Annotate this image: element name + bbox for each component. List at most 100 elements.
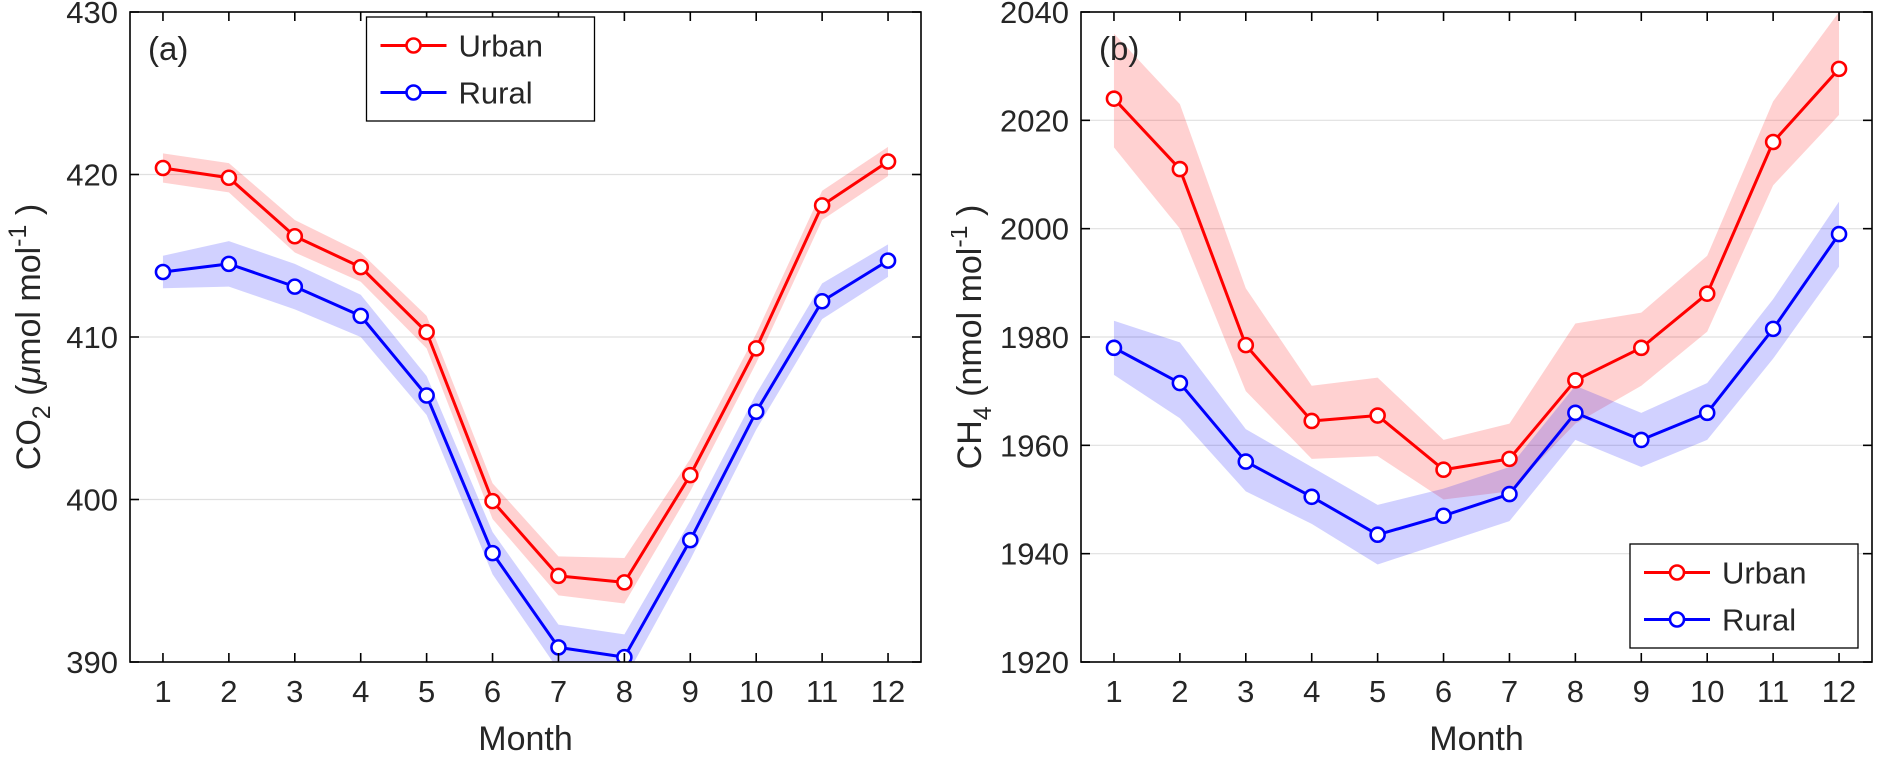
data-marker (879, 252, 897, 269)
legend-marker (1668, 611, 1686, 628)
data-marker (154, 263, 172, 281)
x-tick-label: 4 (1303, 674, 1320, 709)
y-tick-label: 1920 (1000, 645, 1069, 680)
x-tick-label: 12 (871, 674, 905, 709)
data-marker (1171, 374, 1189, 392)
data-marker (484, 544, 501, 562)
y-tick-label: 420 (66, 158, 118, 193)
data-line (1112, 67, 1841, 472)
data-line (1112, 232, 1841, 537)
data-marker (220, 169, 238, 187)
panel-a: 390 400 410 420 430 1 2 3 4 5 6 7 8 9 10 11 12 Month CO2 (… (4, 0, 922, 758)
confidence-band (1113, 12, 1840, 500)
legend: Urban Rural (1629, 543, 1859, 649)
data-marker (1501, 450, 1518, 468)
data-marker (1237, 453, 1255, 470)
data-marker (1567, 404, 1584, 422)
data-marker (1764, 320, 1782, 338)
y-tick-label: 2040 (1000, 0, 1069, 30)
data-marker (484, 492, 501, 510)
x-tick-label: 6 (484, 674, 501, 709)
confidence-band (162, 241, 889, 662)
legend-entry-label: Rural (1722, 603, 1796, 638)
data-marker (1303, 488, 1321, 506)
data-marker (418, 323, 435, 341)
data-marker (616, 574, 633, 591)
data-marker (1369, 407, 1386, 424)
data-marker (813, 197, 831, 214)
legend-box (365, 16, 596, 122)
data-marker (1501, 485, 1518, 503)
x-tick-label: 10 (1690, 674, 1724, 709)
data-marker (681, 466, 699, 484)
data-marker (1632, 339, 1650, 357)
data-marker (1435, 461, 1452, 479)
y-axis-label: CH4 (nmol mol-1 ) (951, 205, 997, 470)
legend-entry-label: Urban (1722, 556, 1806, 591)
y-tick-label: 1960 (1000, 428, 1069, 463)
data-marker (1105, 339, 1123, 357)
x-tick-label: 4 (352, 674, 369, 709)
data-marker (747, 340, 765, 357)
data-marker (1830, 60, 1848, 78)
data-marker (1567, 372, 1584, 389)
data-line (161, 259, 890, 659)
x-tick-label: 8 (616, 674, 633, 709)
x-tick-label: 1 (1105, 674, 1122, 709)
data-marker (1237, 336, 1255, 354)
x-tick-label: 2 (1171, 674, 1188, 709)
y-tick-label: 390 (66, 645, 118, 680)
x-tick-label: 11 (806, 674, 838, 709)
legend-box (1629, 543, 1859, 649)
x-tick-label: 1 (154, 674, 171, 709)
y-tick-label: 400 (66, 483, 118, 518)
data-marker (1303, 412, 1321, 430)
data-marker (1698, 404, 1716, 422)
legend-entry-label: Urban (459, 29, 543, 64)
data-marker (1435, 507, 1452, 525)
x-tick-label: 6 (1435, 674, 1452, 709)
x-tick-label: 9 (1633, 674, 1650, 709)
x-tick-label: 8 (1567, 674, 1584, 709)
data-marker (681, 531, 699, 549)
data-marker (813, 292, 831, 310)
legend: Urban Rural (365, 16, 596, 122)
y-tick-label: 2000 (1000, 212, 1069, 247)
legend-entry-label: Rural (459, 76, 533, 111)
legend-marker (405, 37, 422, 54)
data-line (161, 160, 890, 584)
y-tick-label: 410 (66, 320, 118, 355)
x-tick-label: 10 (739, 674, 773, 709)
y-tick-label: 1940 (1000, 537, 1069, 572)
data-marker (154, 159, 172, 177)
x-tick-label: 9 (682, 674, 699, 709)
x-axis-label: Month (1429, 720, 1524, 758)
data-marker (550, 567, 567, 585)
x-tick-label: 3 (1237, 674, 1254, 709)
x-tick-label: 5 (418, 674, 435, 709)
x-tick-label: 12 (1822, 674, 1856, 709)
y-axis-label: CO2 (μmol mol-1 ) (4, 204, 56, 470)
data-marker (352, 307, 370, 325)
panel-label: (a) (148, 30, 188, 67)
data-marker (1105, 90, 1123, 107)
data-marker (418, 387, 435, 404)
data-marker (1764, 133, 1782, 151)
x-tick-label: 3 (286, 674, 303, 709)
x-axis-label: Month (478, 720, 573, 758)
data-marker (352, 258, 370, 276)
y-tick-label: 430 (66, 0, 118, 30)
x-tick-label: 7 (1501, 674, 1518, 709)
data-marker (1830, 225, 1848, 243)
panel-label: (b) (1099, 30, 1139, 67)
data-marker (1698, 285, 1716, 302)
data-marker (220, 255, 238, 273)
data-marker (286, 278, 304, 295)
x-tick-label: 5 (1369, 674, 1386, 709)
y-tick-label: 1980 (1000, 320, 1069, 355)
data-marker (550, 639, 567, 656)
data-marker (1171, 160, 1189, 178)
x-tick-label: 7 (550, 674, 567, 709)
x-tick-label: 2 (220, 674, 237, 709)
